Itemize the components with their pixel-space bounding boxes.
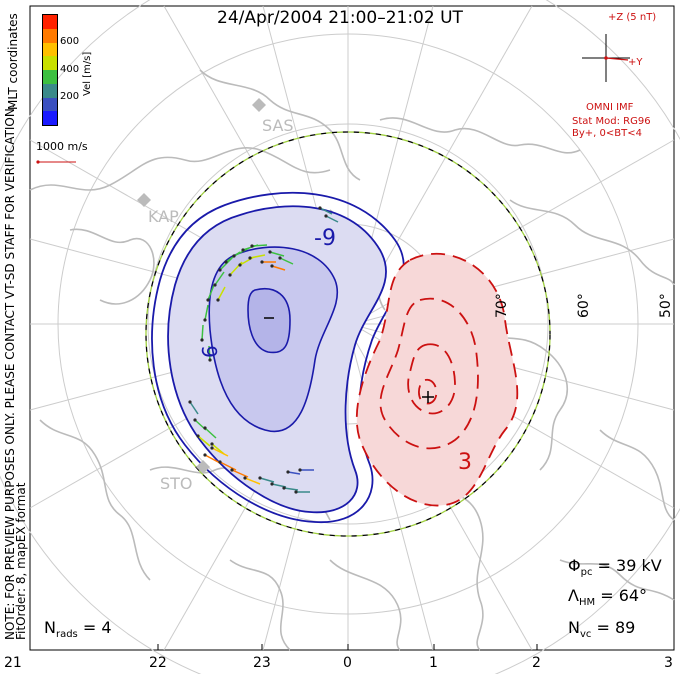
positive-cell-fill [356,253,518,506]
latitude-label-50: 50° [658,293,674,318]
positive-contour-mid [379,297,479,450]
color-bar-swatch [43,111,57,125]
color-bar-swatch [43,56,57,70]
color-bar-swatch [43,97,57,112]
latitude-label-70: 70° [494,293,510,318]
mlt-label-0: 0 [343,655,352,671]
color-bar-swatch [43,28,57,43]
mlt-label-1: 1 [429,655,438,671]
nvc-symbol: N [568,618,580,637]
station-label-sas: SAS [262,116,294,135]
plot-frame [29,5,675,651]
hm-boundary-green [145,131,551,537]
contour-label-3: 3 [458,450,472,475]
lambda-symbol: Λ [568,586,579,605]
phi-value: = 39 kV [597,556,662,575]
cross-polar-potential: Φpc = 39 kV [568,556,662,578]
mlt-axis-ticks [29,644,675,650]
station-label-kap: KAP [148,207,179,226]
nvc-subscript: vc [579,629,592,640]
stat-model-line2: By+, 0<BT<4 [572,128,642,139]
nvc-value: = 89 [596,618,636,637]
fit-info: FitOrder: 8, mapEX format [14,482,28,640]
mlt-label-23: 23 [253,655,271,671]
coordinate-system-label: MLT coordinates [6,13,20,110]
nrads-value: = 4 [82,618,112,637]
max-potential-marker [422,391,434,403]
color-bar-tick-600: 600 [60,36,80,47]
negative-contour-outer [151,191,405,523]
positive-contour-outer [355,252,519,507]
radar-count: Nrads = 4 [44,618,112,640]
mlt-label-22: 22 [149,655,167,671]
imf-source: OMNI IMF [586,102,634,113]
latitude-label-60: 60° [576,293,592,318]
hm-latitude: ΛHM = 64° [568,586,648,608]
lambda-subscript: HM [578,597,596,608]
contour-label-minus-9: -9 [314,226,336,251]
reference-vector-dot [36,160,40,164]
mlt-label-3: 3 [664,655,673,671]
reference-vector-label: 1000 m/s [36,140,88,153]
positive-contour-inner [407,343,456,415]
positive-contour-core [418,378,438,405]
mlt-label-21: 21 [4,655,22,671]
color-bar-swatch [43,83,57,98]
phi-symbol: Φ [568,556,581,575]
lambda-value: = 64° [600,586,648,605]
color-bar-swatch [43,15,57,29]
map-title: 24/Apr/2004 21:00–21:02 UT [217,8,463,28]
imf-scale-label: +Z (5 nT) [608,12,657,23]
contour-label-6: 6 [198,345,222,358]
negative-cell-fill-core [247,288,291,354]
nrads-subscript: rads [55,629,78,640]
stat-model-line1: Stat Mod: RG96 [572,116,651,127]
nrads-symbol: N [44,618,56,637]
radar-stations [137,98,266,474]
mlt-label-2: 2 [532,655,541,671]
station-marker-kap [137,193,151,207]
color-bar-tick-200: 200 [60,91,80,102]
color-bar-swatch [43,42,57,57]
station-marker-sto [196,460,210,474]
imf-y-label: +Y [628,57,643,68]
color-bar-swatch [43,70,57,84]
positive-contours [355,252,519,507]
imf-dial [582,34,630,82]
vector-count: Nvc = 89 [568,618,636,640]
station-label-sto: STO [160,474,193,493]
velocity-color-bar [42,14,58,126]
color-bar-label: Vel [m/s] [82,51,93,96]
phi-subscript: pc [580,567,593,578]
station-marker-sas [252,98,266,112]
vector-footpoints [188,206,328,494]
color-bar-tick-400: 400 [60,64,80,75]
